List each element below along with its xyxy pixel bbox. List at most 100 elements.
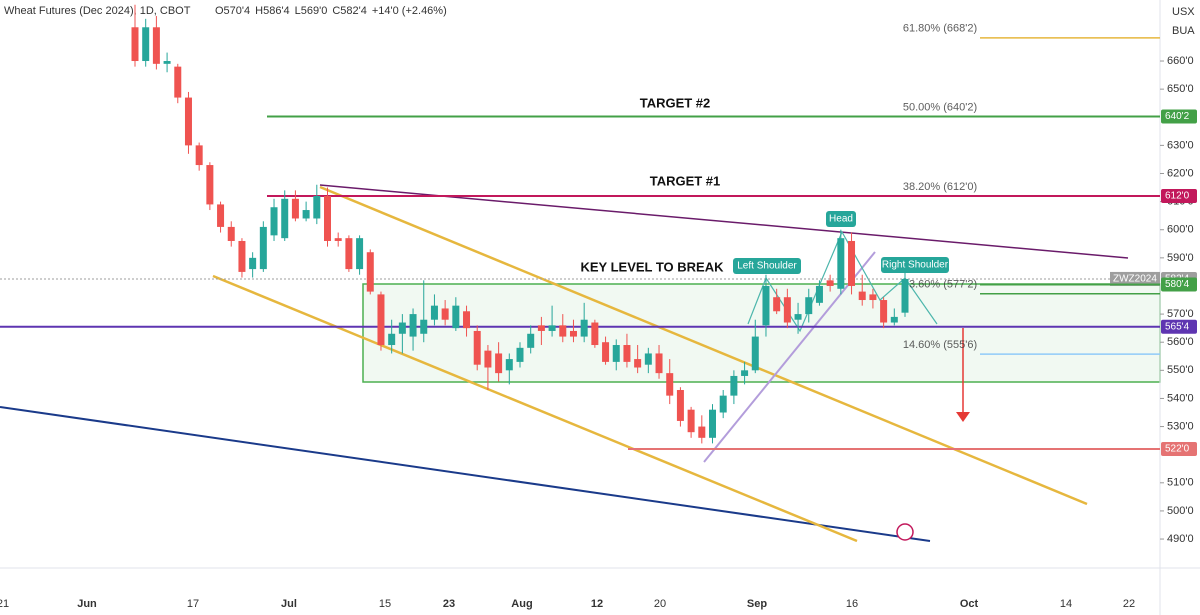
trend-line xyxy=(0,406,931,542)
candle-body xyxy=(441,308,449,320)
price-badge-label: 580'4 xyxy=(1165,279,1190,290)
x-tick-label: 12 xyxy=(591,598,603,610)
candle-body xyxy=(709,409,716,438)
candle-body xyxy=(484,350,492,368)
ohlc-label: H586'4 xyxy=(255,5,290,17)
candle-body xyxy=(206,165,214,205)
candle-body xyxy=(174,66,182,98)
price-badge-label: 522'0 xyxy=(1165,444,1190,455)
candle-body xyxy=(666,373,674,396)
candle-body xyxy=(249,257,257,270)
y-tick-label: 500'0 xyxy=(1167,505,1194,517)
candle-body xyxy=(602,342,610,362)
candle-body xyxy=(495,353,503,374)
candle-body xyxy=(848,240,856,286)
candle-body xyxy=(238,240,246,272)
candle-body xyxy=(527,333,535,348)
candle-body xyxy=(131,27,139,62)
candle-body xyxy=(142,27,150,62)
ohlc-label: O570'4 xyxy=(215,5,250,17)
currency-label: USX xyxy=(1172,6,1195,18)
candle-body xyxy=(473,330,481,365)
annotation: TARGET #1 xyxy=(650,173,721,188)
price-badge-label: 565'4 xyxy=(1165,321,1190,332)
candle-body xyxy=(270,207,278,236)
y-tick-label: 650'0 xyxy=(1167,83,1194,95)
pattern-label: Left Shoulder xyxy=(737,261,797,272)
price-badge xyxy=(1161,109,1197,124)
fib-label: 23.60% (577'2) xyxy=(903,279,977,291)
price-badge xyxy=(1161,277,1197,292)
y-tick-label: 600'0 xyxy=(1167,224,1194,236)
candle-body xyxy=(163,61,171,64)
candle-body xyxy=(655,353,663,374)
candle-body xyxy=(623,345,631,362)
candle-body xyxy=(516,347,524,362)
currency-label: BUA xyxy=(1172,25,1195,37)
annotation-bubble xyxy=(826,211,856,227)
x-tick-label: Sep xyxy=(747,598,767,610)
y-tick-label: 550'0 xyxy=(1167,364,1194,376)
x-tick-label: Jul xyxy=(281,598,297,610)
x-tick-label: 20 xyxy=(654,598,666,610)
candle-body xyxy=(345,238,353,270)
annotation-bubble xyxy=(733,258,801,274)
candle-body xyxy=(463,311,471,329)
candle-body xyxy=(324,195,331,241)
candle-body xyxy=(869,294,877,301)
fib-label: 14.60% (555'6) xyxy=(903,339,977,351)
y-tick-label: 630'0 xyxy=(1167,139,1194,151)
candle-body xyxy=(559,325,567,337)
fib-label: 50.00% (640'2) xyxy=(903,101,977,113)
candle-body xyxy=(548,325,556,331)
channel-line xyxy=(212,274,858,543)
candle-body xyxy=(591,322,599,346)
candle-body xyxy=(880,300,888,323)
candle-body xyxy=(580,319,588,337)
header-title: Wheat Futures (Dec 2024), 1D, CBOT xyxy=(4,5,191,17)
price-badge xyxy=(1161,188,1197,203)
candle-body xyxy=(901,278,909,313)
y-tick-label: 510'0 xyxy=(1167,477,1194,489)
range-box xyxy=(362,283,1161,383)
x-tick-label: 21 xyxy=(0,598,9,610)
channel-line xyxy=(319,185,1088,506)
annotation: TARGET #2 xyxy=(640,95,711,110)
price-badge-label: 640'2 xyxy=(1165,111,1190,122)
candle-body xyxy=(281,198,289,239)
candle-body xyxy=(537,325,545,331)
pattern-label: Right Shoulder xyxy=(882,260,949,271)
y-tick-label: 660'0 xyxy=(1167,55,1194,67)
candle-body xyxy=(420,319,428,334)
candle-body xyxy=(612,345,620,362)
candle-body xyxy=(783,297,791,323)
annotation: KEY LEVEL TO BREAK xyxy=(580,259,724,274)
candle-body xyxy=(730,375,738,396)
y-tick-label: 540'0 xyxy=(1167,392,1194,404)
ohlc-label: L569'0 xyxy=(295,5,328,17)
price-badge xyxy=(1161,319,1197,334)
y-tick-label: 570'0 xyxy=(1167,308,1194,320)
candle-body xyxy=(698,426,706,438)
candle-body xyxy=(805,297,813,315)
x-tick-label: 17 xyxy=(187,598,199,610)
candle-body xyxy=(890,316,898,323)
candle-body xyxy=(751,336,759,371)
x-tick-label: 16 xyxy=(846,598,858,610)
neckline xyxy=(703,251,876,463)
candle-body xyxy=(217,204,225,227)
candle-body xyxy=(569,330,577,337)
candle-body xyxy=(676,390,684,421)
event-icon xyxy=(896,523,914,541)
candle-body xyxy=(826,280,834,286)
arrow-head xyxy=(956,412,970,422)
candle-body xyxy=(741,370,749,376)
candle-body xyxy=(184,97,192,146)
candle-body xyxy=(366,252,374,292)
candle-body xyxy=(687,409,695,433)
candle-body xyxy=(634,359,642,368)
candle-body xyxy=(334,238,342,241)
y-tick-label: 490'0 xyxy=(1167,533,1194,545)
candle-body xyxy=(302,210,310,219)
ohlc-label: C582'4 xyxy=(332,5,367,17)
